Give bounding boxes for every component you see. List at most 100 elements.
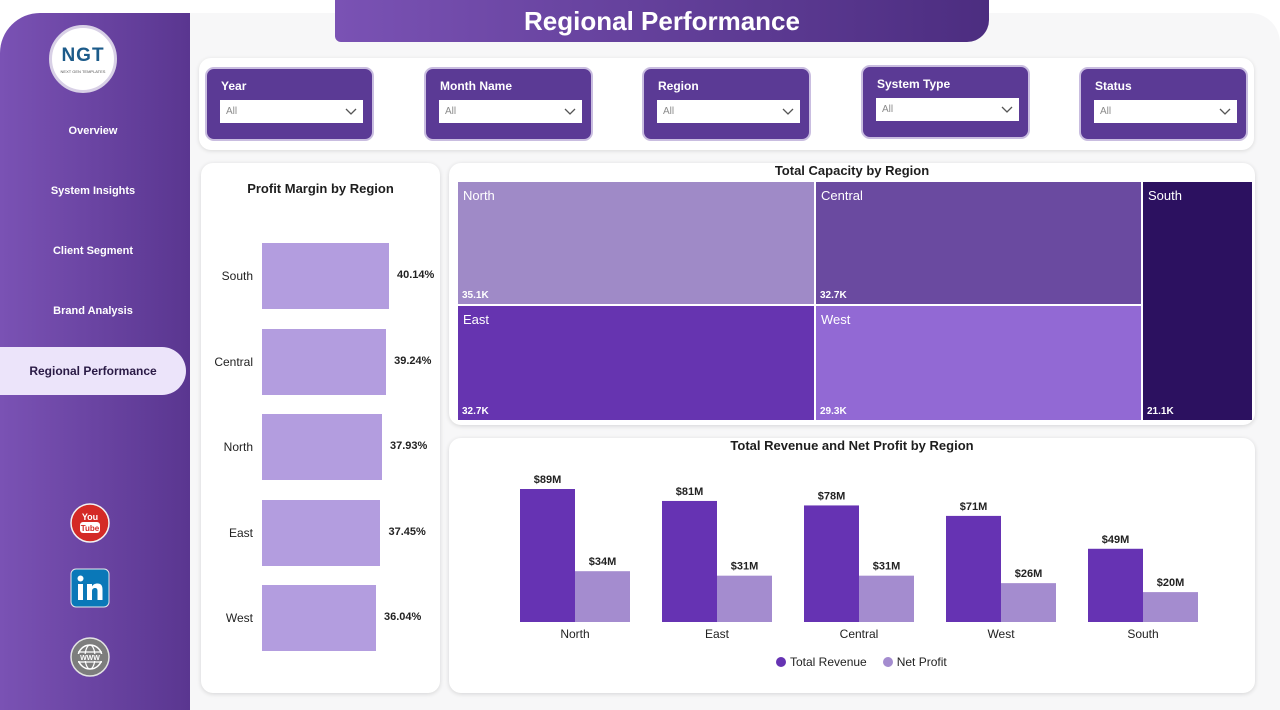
treemap-cell-east[interactable]: East 32.7K (458, 306, 814, 420)
svg-text:You: You (82, 512, 98, 522)
treemap-cell-south[interactable]: South 21.1K (1143, 182, 1252, 420)
revenue-value-label: $89M (534, 474, 562, 486)
nav-item-overview[interactable]: Overview (68, 125, 118, 137)
chevron-down-icon (782, 108, 794, 115)
legend-item-profit[interactable]: Net Profit (882, 655, 947, 669)
filter-system-type-label: System Type (877, 77, 951, 91)
margin-value-label: 40.14% (397, 269, 435, 281)
profit-bar[interactable] (575, 571, 630, 622)
capacity-treemap-title: Total Capacity by Region (774, 163, 930, 178)
youtube-icon[interactable]: You Tube (70, 503, 110, 543)
profit-bar[interactable] (717, 575, 772, 622)
treemap-cell-label: North (463, 188, 495, 203)
revenue-bar[interactable] (520, 489, 575, 622)
sidebar: NGT NEXT GEN TEMPLATES Overview System I… (0, 13, 190, 710)
filter-status-value: All (1100, 106, 1112, 117)
revenue-profit-legend: Total Revenue Net Profit (776, 655, 947, 669)
x-axis-category-label: West (987, 627, 1015, 641)
globe-www-icon[interactable]: WWW (70, 637, 110, 677)
filter-region-dropdown[interactable]: All (657, 100, 800, 123)
logo-text: NGT (61, 44, 105, 66)
nav-item-system-insights[interactable]: System Insights (50, 185, 136, 197)
margin-value-label: 37.93% (390, 440, 428, 452)
revenue-bar[interactable] (662, 500, 717, 622)
x-axis-category-label: Central (840, 627, 879, 641)
profit-value-label: $20M (1157, 577, 1185, 589)
profit-margin-title: Profit Margin by Region (247, 181, 394, 196)
legend-label-profit: Net Profit (896, 655, 947, 669)
revenue-bar[interactable] (1088, 548, 1143, 622)
treemap-cell-label: West (821, 312, 851, 327)
chevron-down-icon (564, 108, 576, 115)
filter-status-dropdown[interactable]: All (1094, 100, 1237, 123)
filter-region: Region All (642, 67, 811, 141)
profit-bar[interactable] (859, 575, 914, 622)
legend-label-revenue: Total Revenue (790, 655, 867, 669)
margin-bar[interactable] (262, 328, 387, 395)
margin-value-label: 39.24% (394, 354, 432, 367)
filter-month-name-dropdown[interactable]: All (439, 100, 582, 123)
nav-item-brand-analysis[interactable]: Brand Analysis (53, 305, 133, 317)
treemap-cell-value: 35.1K (462, 290, 489, 301)
treemap-cell-label: South (1148, 188, 1182, 203)
margin-bar[interactable] (262, 499, 381, 566)
chevron-down-icon (1001, 106, 1013, 113)
filter-year-dropdown[interactable]: All (220, 100, 363, 123)
filter-status-label: Status (1095, 79, 1132, 93)
svg-text:Tube: Tube (81, 524, 100, 533)
profit-value-label: $31M (873, 561, 901, 573)
revenue-bar[interactable] (804, 505, 859, 622)
profit-bar[interactable] (1143, 592, 1198, 622)
page-title: Regional Performance (335, 0, 989, 42)
margin-bar[interactable] (262, 585, 377, 651)
margin-bar[interactable] (262, 243, 389, 309)
x-axis-category-label: South (1127, 627, 1158, 641)
margin-category-label: North (223, 440, 253, 454)
treemap-cell-value: 32.7K (820, 290, 847, 301)
logo: NGT NEXT GEN TEMPLATES (49, 25, 117, 93)
treemap-cell-north[interactable]: North 35.1K (458, 182, 814, 304)
filter-system-type-dropdown[interactable]: All (876, 98, 1019, 121)
filter-year-label: Year (221, 79, 247, 93)
svg-text:WWW: WWW (80, 655, 100, 662)
x-axis-category-label: East (705, 627, 730, 641)
filter-year-value: All (226, 106, 238, 117)
chevron-down-icon (345, 108, 357, 115)
treemap-cell-label: East (463, 312, 490, 327)
x-axis-category-label: North (560, 627, 589, 641)
treemap-cell-label: Central (821, 188, 863, 203)
margin-value-label: 37.45% (388, 525, 426, 538)
filter-region-label: Region (658, 79, 699, 93)
filter-year: Year All (205, 67, 374, 141)
margin-category-label: East (228, 525, 253, 540)
legend-dot-revenue (776, 657, 786, 667)
revenue-value-label: $71M (960, 501, 988, 513)
filter-month-name-value: All (445, 106, 457, 117)
filter-region-value: All (663, 106, 675, 117)
nav-item-client-segment[interactable]: Client Segment (52, 245, 134, 257)
linkedin-icon[interactable] (70, 568, 110, 608)
filter-month-name: Month Name All (424, 67, 593, 141)
profit-value-label: $34M (589, 556, 617, 568)
margin-bar[interactable] (262, 414, 382, 480)
treemap-cell-west[interactable]: West 29.3K (816, 306, 1141, 420)
revenue-bar[interactable] (946, 515, 1001, 622)
nav-item-regional-performance[interactable]: Regional Performance (0, 347, 186, 395)
filter-status: Status All (1079, 67, 1248, 141)
profit-value-label: $26M (1015, 568, 1043, 580)
chevron-down-icon (1219, 108, 1231, 115)
revenue-value-label: $78M (818, 490, 846, 502)
treemap-cell-value: 21.1K (1147, 406, 1174, 417)
profit-bar[interactable] (1001, 583, 1056, 622)
margin-category-label: West (225, 611, 253, 625)
filter-system-type-value: All (882, 104, 894, 115)
margin-category-label: Central (214, 354, 253, 369)
legend-item-revenue[interactable]: Total Revenue (776, 655, 867, 669)
legend-dot-profit (882, 657, 893, 667)
revenue-value-label: $81M (676, 486, 704, 498)
profit-value-label: $31M (731, 561, 759, 573)
logo-subtext: NEXT GEN TEMPLATES (60, 68, 106, 74)
revenue-profit-title: Total Revenue and Net Profit by Region (730, 438, 974, 453)
treemap-cell-central[interactable]: Central 32.7K (816, 182, 1141, 304)
treemap-cell-value: 32.7K (462, 406, 489, 417)
